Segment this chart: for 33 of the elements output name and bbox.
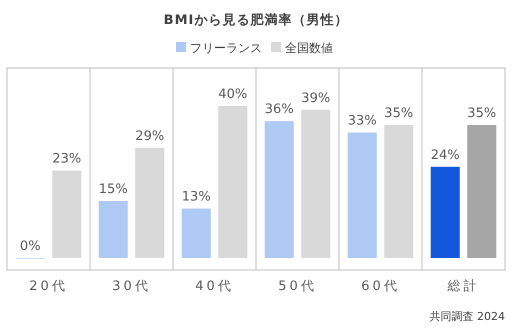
bar — [98, 201, 128, 258]
data-label: 29% — [135, 128, 164, 144]
x-tick-label: 40代 — [195, 279, 234, 294]
x-tick-label: 20代 — [29, 279, 68, 294]
data-label: 33% — [348, 114, 377, 129]
data-label: 0% — [20, 239, 41, 254]
legend-label: 全国数値 — [285, 41, 333, 55]
chart-title: BMIから見る肥満率（男性） — [164, 12, 348, 28]
bar — [301, 110, 330, 258]
bar — [218, 106, 248, 258]
bar — [264, 121, 294, 258]
data-label: 35% — [384, 106, 414, 121]
x-tick-label: 60代 — [361, 279, 400, 294]
data-label: 36% — [264, 102, 294, 118]
text: 共同調査 2024 — [430, 310, 505, 323]
bar — [467, 125, 496, 258]
x-tick-label: 総計 — [446, 279, 480, 294]
data-label: 15% — [98, 182, 128, 197]
data-label: 23% — [52, 152, 82, 167]
bar — [430, 166, 460, 258]
legend-label: フリーランス — [190, 41, 262, 55]
data-label: 35% — [467, 106, 496, 121]
bar — [182, 208, 211, 258]
bar — [52, 170, 82, 258]
bar — [348, 132, 377, 258]
data-label: 24% — [430, 148, 460, 163]
bar — [135, 148, 164, 258]
x-tick-label: 30代 — [112, 279, 151, 294]
data-label: 40% — [218, 87, 248, 102]
bar — [384, 125, 414, 258]
x-tick-label: 50代 — [278, 279, 317, 294]
data-label: 13% — [182, 190, 211, 205]
data-label: 39% — [301, 90, 330, 106]
